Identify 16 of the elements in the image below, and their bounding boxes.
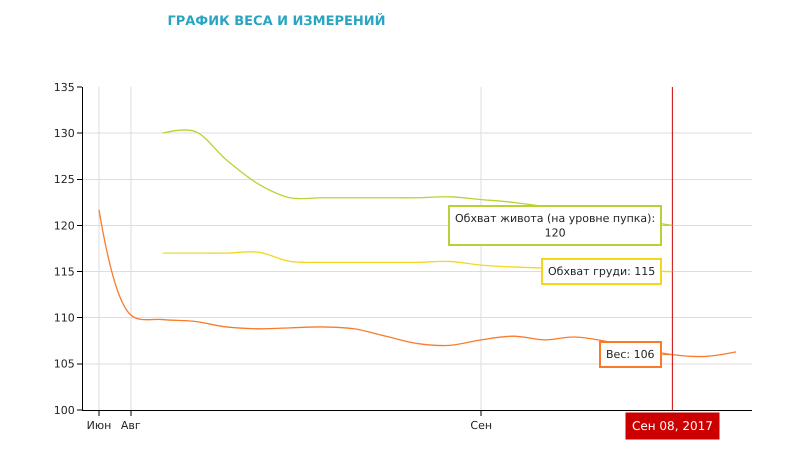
y-tick-label: 130 — [54, 126, 75, 140]
text: Сен 08, 2017 — [632, 419, 713, 433]
y-tick-label: 125 — [54, 173, 75, 186]
y-tick-label: 135 — [54, 80, 75, 94]
annotation: Вес: 106 — [606, 348, 655, 361]
y-tick-label: 115 — [54, 265, 75, 278]
y-tick-label: 120 — [54, 219, 75, 232]
y-tick-label: 105 — [54, 358, 75, 371]
y-tick-label: 100 — [54, 404, 75, 417]
y-tick-label: 110 — [54, 312, 75, 325]
x-tick-label: Сен — [470, 419, 492, 432]
annotation: Обхват груди: 115 — [548, 265, 656, 278]
x-tick-label: Июн — [86, 419, 112, 432]
x-tick-label: Авг — [120, 419, 141, 432]
annotation: Обхват живота (на уровне пупка): 120 — [455, 212, 656, 240]
chart-title: ГРАФИК ВЕСА И ИЗМЕРЕНИЙ — [167, 12, 386, 30]
